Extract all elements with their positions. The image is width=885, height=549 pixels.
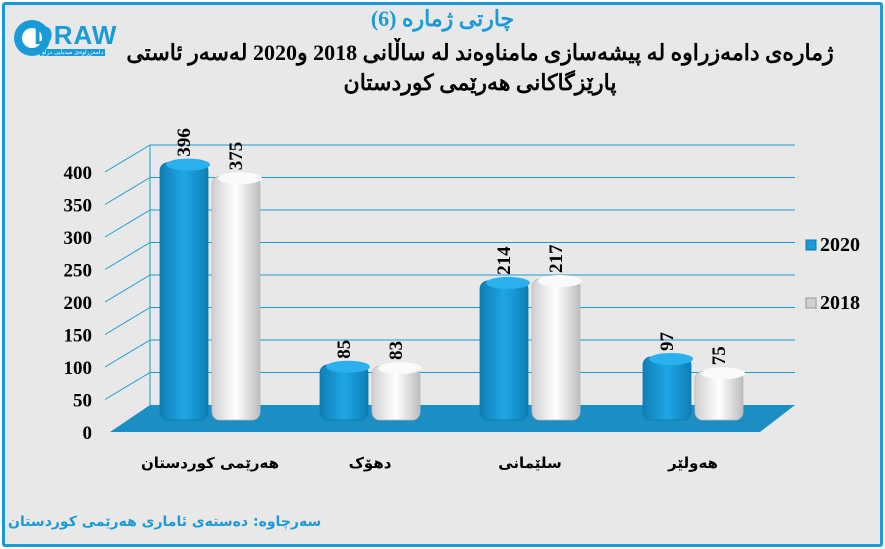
category-label: سلێمانی <box>498 454 562 472</box>
gridline-diagonal <box>104 274 151 303</box>
draw-logo: DRAW دامەزراوەی میدیایی دراو <box>12 16 116 62</box>
bar-top-2018 <box>378 362 422 375</box>
bar-top-2018 <box>218 172 262 185</box>
legend-label: 2018 <box>820 292 860 314</box>
bar-2020 <box>159 162 209 421</box>
data-label: 375 <box>226 142 247 171</box>
logo-circle-icon <box>14 20 50 56</box>
y-tick-label: 400 <box>64 163 93 184</box>
category-label: هەرێمی کوردستان <box>141 454 279 472</box>
gridline-diagonal <box>104 372 151 400</box>
bar-2020 <box>319 364 369 421</box>
bar-top-2018 <box>701 367 745 380</box>
category-label: دهۆک <box>349 454 392 472</box>
data-label: 97 <box>657 331 678 351</box>
bar-top-2020 <box>326 360 370 373</box>
bar-2018 <box>211 175 261 421</box>
data-label: 396 <box>174 128 195 157</box>
y-tick-label: 300 <box>64 228 93 249</box>
gridline-diagonal <box>104 209 151 238</box>
logo-subtitle: دامەزراوەی میدیایی دراو <box>40 49 106 56</box>
bar-top-2020 <box>486 276 530 289</box>
y-tick-label: 200 <box>64 293 93 314</box>
source-note: سەرچاوە: دەستەی ئاماری هەرێمی کوردستان <box>8 514 322 530</box>
data-label: 83 <box>386 341 407 360</box>
y-tick-label: 350 <box>64 196 93 217</box>
gridline-diagonal <box>104 339 151 368</box>
chart-number: چارتی ژمارە (6) <box>370 6 515 31</box>
chart-floor <box>110 405 795 432</box>
gridline-diagonal <box>104 307 151 335</box>
gridline-diagonal <box>104 144 151 173</box>
data-label: 75 <box>709 346 730 365</box>
gridline-diagonal <box>104 242 151 270</box>
legend-swatch-2018 <box>805 297 817 309</box>
legend-label: 2020 <box>820 234 860 256</box>
logo-text: DRAW <box>34 20 118 50</box>
y-tick-label: 100 <box>64 358 93 379</box>
data-label: 217 <box>546 244 567 273</box>
chart-title: ژمارەی دامەزراوە لە پیشەسازی مامناوەند ل… <box>126 40 834 95</box>
y-tick-label: 0 <box>83 423 93 444</box>
bar-2018 <box>531 278 581 421</box>
category-label: هەولێر <box>667 454 718 472</box>
bar-2020 <box>479 280 529 421</box>
bar-top-2020 <box>166 158 210 171</box>
bar-2020 <box>642 356 692 421</box>
bar-2018 <box>371 365 421 421</box>
gridline-diagonal <box>104 177 151 205</box>
y-tick-label: 250 <box>64 261 93 282</box>
bar-top-2018 <box>538 274 582 287</box>
y-tick-label: 150 <box>64 326 93 347</box>
data-label: 85 <box>334 340 355 359</box>
legend-swatch-2020 <box>805 239 817 251</box>
data-label: 214 <box>494 246 515 275</box>
bar-top-2020 <box>649 352 693 365</box>
y-tick-label: 50 <box>73 391 92 412</box>
